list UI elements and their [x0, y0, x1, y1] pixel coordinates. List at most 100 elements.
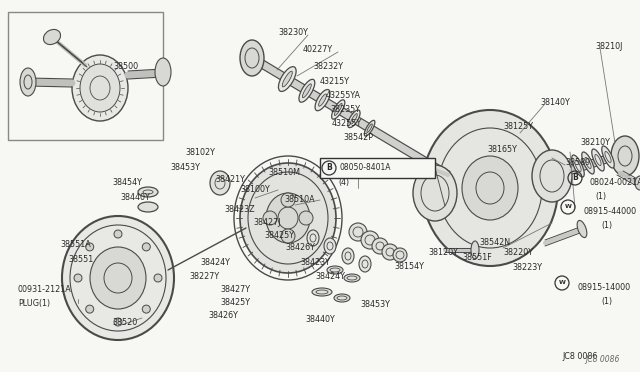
- Text: 38100Y: 38100Y: [240, 185, 269, 194]
- Ellipse shape: [334, 103, 342, 116]
- Ellipse shape: [315, 90, 330, 111]
- Ellipse shape: [349, 223, 367, 241]
- Text: 43255Y: 43255Y: [332, 119, 362, 128]
- Text: (1): (1): [601, 221, 612, 230]
- Ellipse shape: [278, 67, 296, 92]
- Circle shape: [86, 243, 93, 251]
- Ellipse shape: [138, 202, 158, 212]
- Text: 38440Y: 38440Y: [120, 193, 150, 202]
- Circle shape: [142, 305, 150, 313]
- Ellipse shape: [281, 193, 295, 207]
- Ellipse shape: [324, 238, 336, 254]
- Ellipse shape: [327, 266, 343, 274]
- Text: 38154Y: 38154Y: [394, 262, 424, 271]
- Ellipse shape: [266, 193, 310, 243]
- Ellipse shape: [361, 231, 379, 249]
- Text: 38102Y: 38102Y: [185, 148, 215, 157]
- Circle shape: [114, 230, 122, 238]
- Ellipse shape: [582, 152, 594, 174]
- Bar: [8, 12, 163, 140]
- Ellipse shape: [138, 187, 158, 197]
- Ellipse shape: [299, 211, 313, 225]
- Text: 38500: 38500: [113, 62, 138, 71]
- Ellipse shape: [332, 100, 345, 119]
- Text: 38232Y: 38232Y: [313, 62, 343, 71]
- Ellipse shape: [372, 238, 388, 254]
- Ellipse shape: [303, 84, 311, 98]
- Text: 38426Y: 38426Y: [208, 311, 238, 320]
- Text: 38426Y: 38426Y: [285, 243, 315, 252]
- Text: 38230Y: 38230Y: [278, 28, 308, 37]
- Text: 38120Y: 38120Y: [428, 248, 458, 257]
- Text: 43215Y: 43215Y: [320, 77, 350, 86]
- Polygon shape: [250, 55, 450, 179]
- Text: 38227Y: 38227Y: [189, 272, 219, 281]
- Ellipse shape: [393, 248, 407, 262]
- Text: 38125Y: 38125Y: [503, 122, 533, 131]
- Circle shape: [74, 274, 82, 282]
- Text: JC8 0086: JC8 0086: [586, 355, 620, 364]
- Text: 38223Y: 38223Y: [512, 263, 542, 272]
- Ellipse shape: [364, 120, 375, 136]
- Text: 08915-44000: 08915-44000: [584, 207, 637, 216]
- Ellipse shape: [572, 155, 584, 177]
- Ellipse shape: [90, 247, 146, 309]
- Ellipse shape: [602, 146, 614, 168]
- Ellipse shape: [240, 163, 336, 273]
- Text: 38453Y: 38453Y: [170, 163, 200, 172]
- Ellipse shape: [413, 165, 457, 221]
- Ellipse shape: [299, 79, 315, 102]
- Text: 38454Y: 38454Y: [112, 178, 142, 187]
- Ellipse shape: [592, 149, 604, 171]
- Text: 38551A: 38551A: [60, 240, 91, 249]
- Text: 08050-8401A: 08050-8401A: [340, 164, 392, 173]
- Ellipse shape: [319, 94, 326, 106]
- Ellipse shape: [307, 230, 319, 246]
- Text: (1): (1): [601, 297, 612, 306]
- Text: 38421Y: 38421Y: [215, 175, 245, 184]
- Text: 38235Y: 38235Y: [330, 105, 360, 114]
- Text: B: B: [326, 164, 332, 173]
- Ellipse shape: [367, 124, 372, 132]
- Text: 38210J: 38210J: [595, 42, 622, 51]
- Circle shape: [86, 305, 93, 313]
- Ellipse shape: [80, 64, 120, 112]
- Ellipse shape: [532, 150, 572, 202]
- Text: B: B: [572, 173, 578, 183]
- Ellipse shape: [342, 248, 354, 264]
- Circle shape: [142, 243, 150, 251]
- Text: 38551F: 38551F: [462, 253, 492, 262]
- Ellipse shape: [62, 216, 174, 340]
- Circle shape: [114, 318, 122, 326]
- Text: 38425Y: 38425Y: [220, 298, 250, 307]
- Text: 38427J: 38427J: [253, 218, 280, 227]
- Text: 38423Z: 38423Z: [224, 205, 255, 214]
- Text: 40227Y: 40227Y: [303, 45, 333, 54]
- Circle shape: [154, 274, 162, 282]
- Text: 08915-14000: 08915-14000: [577, 283, 630, 292]
- Text: 38510M: 38510M: [268, 168, 300, 177]
- Text: 38220Y: 38220Y: [503, 248, 533, 257]
- Ellipse shape: [344, 274, 360, 282]
- Text: 38427Y: 38427Y: [220, 285, 250, 294]
- Text: (4): (4): [338, 178, 349, 187]
- Ellipse shape: [462, 156, 518, 220]
- Ellipse shape: [282, 71, 292, 87]
- Ellipse shape: [334, 294, 350, 302]
- Ellipse shape: [281, 229, 295, 243]
- Text: 38542N: 38542N: [479, 238, 510, 247]
- Text: 38589: 38589: [565, 158, 590, 167]
- Ellipse shape: [611, 136, 639, 176]
- Text: 38542P: 38542P: [343, 133, 373, 142]
- Text: 38510A: 38510A: [284, 195, 315, 204]
- Text: 38520: 38520: [112, 318, 137, 327]
- Ellipse shape: [210, 171, 230, 195]
- Ellipse shape: [240, 40, 264, 76]
- Ellipse shape: [471, 241, 479, 259]
- Bar: [320, 158, 435, 178]
- Text: 38423Y: 38423Y: [300, 258, 330, 267]
- Text: PLUG(1): PLUG(1): [18, 299, 50, 308]
- Text: 38210Y: 38210Y: [580, 138, 610, 147]
- Text: 38425Y: 38425Y: [264, 231, 294, 240]
- Ellipse shape: [635, 176, 640, 190]
